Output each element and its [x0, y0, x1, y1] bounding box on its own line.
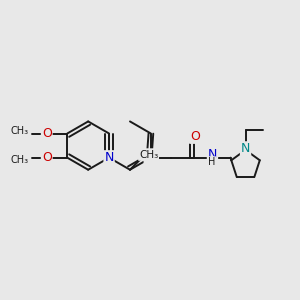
Text: H: H: [208, 157, 216, 167]
Text: CH₃: CH₃: [11, 126, 29, 136]
Text: CH₃: CH₃: [11, 155, 29, 165]
Text: N: N: [208, 148, 217, 161]
Text: N: N: [146, 151, 156, 164]
Text: O: O: [190, 130, 200, 143]
Text: O: O: [42, 151, 52, 164]
Text: CH₃: CH₃: [139, 150, 158, 160]
Text: N: N: [241, 142, 250, 155]
Text: O: O: [145, 149, 154, 162]
Text: N: N: [104, 151, 114, 164]
Text: O: O: [42, 127, 52, 140]
